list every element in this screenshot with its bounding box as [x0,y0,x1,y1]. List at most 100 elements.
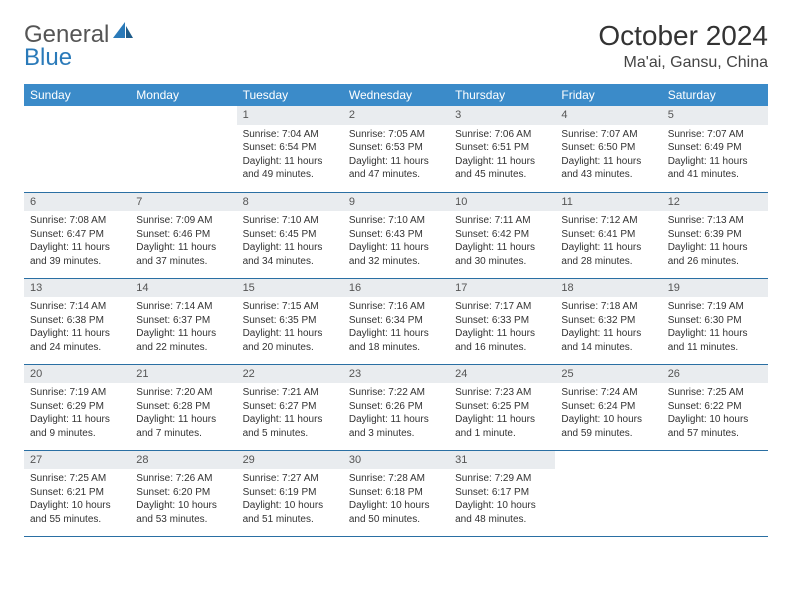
daylight-text: Daylight: 10 hours and 50 minutes. [349,499,443,526]
calendar-table: Sunday Monday Tuesday Wednesday Thursday… [24,84,768,537]
daylight-text: Daylight: 11 hours and 5 minutes. [243,413,337,440]
day-number: 16 [343,279,449,298]
sunset-text: Sunset: 6:47 PM [30,228,124,242]
calendar-row: 27Sunrise: 7:25 AMSunset: 6:21 PMDayligh… [24,450,768,536]
day-number: 4 [555,106,661,125]
sunrise-text: Sunrise: 7:28 AM [349,472,443,486]
empty-cell [662,450,768,536]
sunrise-text: Sunrise: 7:23 AM [455,386,549,400]
sunset-text: Sunset: 6:18 PM [349,486,443,500]
sunrise-text: Sunrise: 7:10 AM [243,214,337,228]
day-cell: 13Sunrise: 7:14 AMSunset: 6:38 PMDayligh… [24,278,130,364]
day-body: Sunrise: 7:13 AMSunset: 6:39 PMDaylight:… [662,211,768,272]
day-cell: 22Sunrise: 7:21 AMSunset: 6:27 PMDayligh… [237,364,343,450]
day-number: 20 [24,365,130,384]
day-body: Sunrise: 7:16 AMSunset: 6:34 PMDaylight:… [343,297,449,358]
sunrise-text: Sunrise: 7:07 AM [668,128,762,142]
weekday-header-row: Sunday Monday Tuesday Wednesday Thursday… [24,84,768,106]
sunrise-text: Sunrise: 7:22 AM [349,386,443,400]
daylight-text: Daylight: 11 hours and 16 minutes. [455,327,549,354]
sunrise-text: Sunrise: 7:10 AM [349,214,443,228]
logo-sail-icon [113,20,133,43]
day-body: Sunrise: 7:14 AMSunset: 6:38 PMDaylight:… [24,297,130,358]
sunset-text: Sunset: 6:17 PM [455,486,549,500]
day-cell: 29Sunrise: 7:27 AMSunset: 6:19 PMDayligh… [237,450,343,536]
day-cell: 5Sunrise: 7:07 AMSunset: 6:49 PMDaylight… [662,106,768,192]
sunset-text: Sunset: 6:32 PM [561,314,655,328]
sunrise-text: Sunrise: 7:29 AM [455,472,549,486]
day-body: Sunrise: 7:04 AMSunset: 6:54 PMDaylight:… [237,125,343,186]
sunrise-text: Sunrise: 7:15 AM [243,300,337,314]
sunset-text: Sunset: 6:22 PM [668,400,762,414]
day-cell: 28Sunrise: 7:26 AMSunset: 6:20 PMDayligh… [130,450,236,536]
sunrise-text: Sunrise: 7:25 AM [668,386,762,400]
empty-cell [555,450,661,536]
month-title: October 2024 [598,20,768,52]
day-body: Sunrise: 7:11 AMSunset: 6:42 PMDaylight:… [449,211,555,272]
day-number: 15 [237,279,343,298]
day-number: 3 [449,106,555,125]
daylight-text: Daylight: 11 hours and 45 minutes. [455,155,549,182]
day-number: 13 [24,279,130,298]
day-cell: 27Sunrise: 7:25 AMSunset: 6:21 PMDayligh… [24,450,130,536]
day-body: Sunrise: 7:24 AMSunset: 6:24 PMDaylight:… [555,383,661,444]
weekday-header: Tuesday [237,84,343,106]
day-body: Sunrise: 7:25 AMSunset: 6:22 PMDaylight:… [662,383,768,444]
sunset-text: Sunset: 6:41 PM [561,228,655,242]
day-number: 30 [343,451,449,470]
empty-cell [130,106,236,192]
daylight-text: Daylight: 10 hours and 55 minutes. [30,499,124,526]
daylight-text: Daylight: 11 hours and 11 minutes. [668,327,762,354]
day-number: 18 [555,279,661,298]
title-block: October 2024 Ma'ai, Gansu, China [598,20,768,72]
day-number: 11 [555,193,661,212]
sunset-text: Sunset: 6:26 PM [349,400,443,414]
daylight-text: Daylight: 11 hours and 39 minutes. [30,241,124,268]
daylight-text: Daylight: 11 hours and 43 minutes. [561,155,655,182]
day-body: Sunrise: 7:12 AMSunset: 6:41 PMDaylight:… [555,211,661,272]
logo-word2: Blue [24,44,72,71]
day-body: Sunrise: 7:21 AMSunset: 6:27 PMDaylight:… [237,383,343,444]
day-cell: 23Sunrise: 7:22 AMSunset: 6:26 PMDayligh… [343,364,449,450]
sunrise-text: Sunrise: 7:04 AM [243,128,337,142]
sunset-text: Sunset: 6:25 PM [455,400,549,414]
calendar-row: 13Sunrise: 7:14 AMSunset: 6:38 PMDayligh… [24,278,768,364]
weekday-header: Friday [555,84,661,106]
day-cell: 17Sunrise: 7:17 AMSunset: 6:33 PMDayligh… [449,278,555,364]
daylight-text: Daylight: 11 hours and 26 minutes. [668,241,762,268]
day-number: 12 [662,193,768,212]
day-number: 22 [237,365,343,384]
page-header: General October 2024 Ma'ai, Gansu, China [24,20,768,72]
calendar-row: 6Sunrise: 7:08 AMSunset: 6:47 PMDaylight… [24,192,768,278]
daylight-text: Daylight: 11 hours and 14 minutes. [561,327,655,354]
sunset-text: Sunset: 6:37 PM [136,314,230,328]
daylight-text: Daylight: 11 hours and 20 minutes. [243,327,337,354]
daylight-text: Daylight: 10 hours and 57 minutes. [668,413,762,440]
sunset-text: Sunset: 6:27 PM [243,400,337,414]
day-body: Sunrise: 7:10 AMSunset: 6:43 PMDaylight:… [343,211,449,272]
sunset-text: Sunset: 6:24 PM [561,400,655,414]
sunset-text: Sunset: 6:54 PM [243,141,337,155]
day-number: 25 [555,365,661,384]
sunset-text: Sunset: 6:19 PM [243,486,337,500]
day-body: Sunrise: 7:15 AMSunset: 6:35 PMDaylight:… [237,297,343,358]
daylight-text: Daylight: 11 hours and 9 minutes. [30,413,124,440]
weekday-header: Sunday [24,84,130,106]
daylight-text: Daylight: 10 hours and 48 minutes. [455,499,549,526]
sunrise-text: Sunrise: 7:08 AM [30,214,124,228]
sunset-text: Sunset: 6:30 PM [668,314,762,328]
sunrise-text: Sunrise: 7:20 AM [136,386,230,400]
day-number: 31 [449,451,555,470]
sunset-text: Sunset: 6:21 PM [30,486,124,500]
day-cell: 14Sunrise: 7:14 AMSunset: 6:37 PMDayligh… [130,278,236,364]
sunrise-text: Sunrise: 7:27 AM [243,472,337,486]
day-cell: 6Sunrise: 7:08 AMSunset: 6:47 PMDaylight… [24,192,130,278]
day-cell: 21Sunrise: 7:20 AMSunset: 6:28 PMDayligh… [130,364,236,450]
day-number: 7 [130,193,236,212]
day-cell: 2Sunrise: 7:05 AMSunset: 6:53 PMDaylight… [343,106,449,192]
daylight-text: Daylight: 11 hours and 18 minutes. [349,327,443,354]
day-number: 26 [662,365,768,384]
daylight-text: Daylight: 11 hours and 7 minutes. [136,413,230,440]
day-body: Sunrise: 7:22 AMSunset: 6:26 PMDaylight:… [343,383,449,444]
day-number: 9 [343,193,449,212]
